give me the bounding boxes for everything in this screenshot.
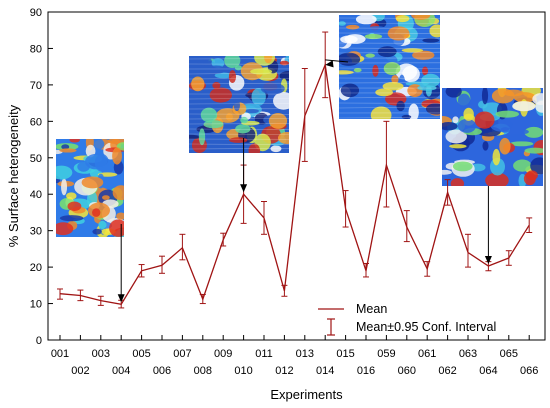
inset-arrows	[117, 59, 492, 303]
y-tick-label: 80	[30, 43, 42, 55]
x-tick-label: 012	[275, 365, 293, 377]
x-tick-label: 007	[173, 348, 191, 360]
arrow-head	[325, 60, 334, 68]
arrow-shaft	[325, 59, 349, 63]
x-tick-label: 064	[479, 365, 497, 377]
heatmap-inset-004	[56, 139, 124, 237]
x-tick-label: 011	[255, 348, 273, 360]
y-tick-label: 90	[30, 7, 42, 19]
x-tick-label: 060	[398, 365, 416, 377]
x-tick-label: 014	[316, 365, 334, 377]
x-tick-label: 015	[336, 348, 354, 360]
x-axis: 0010020030040050060070080090100110120130…	[51, 335, 538, 377]
legend: Mean Mean±0.95 Conf. Interval	[318, 302, 496, 336]
arrow-head	[117, 294, 125, 303]
heatmap-texture	[189, 56, 289, 153]
y-tick-label: 10	[30, 299, 42, 311]
heatmap-insets	[56, 15, 543, 237]
x-tick-label: 010	[234, 365, 252, 377]
x-tick-label: 066	[520, 365, 538, 377]
x-tick-label: 063	[459, 348, 477, 360]
x-tick-label: 008	[194, 365, 212, 377]
legend-mean-label: Mean	[356, 302, 387, 316]
x-tick-label: 006	[153, 365, 171, 377]
y-axis: 0 10 20 30 40 50 60 70 80 90	[30, 7, 53, 347]
y-tick-label: 60	[30, 116, 42, 128]
plot-frame	[47, 11, 546, 341]
y-tick-label: 50	[30, 153, 42, 165]
heatmap-inset-064	[442, 88, 543, 186]
plot-area	[47, 11, 546, 341]
heatmap-texture	[339, 15, 440, 119]
arrow-head	[240, 184, 248, 193]
x-tick-label: 065	[500, 348, 518, 360]
y-tick-label: 0	[36, 335, 42, 347]
y-axis-title: % Surface heterogeneity	[6, 104, 21, 247]
x-axis-title: Experiments	[270, 387, 343, 402]
x-tick-label: 059	[377, 348, 395, 360]
heatmap-inset-014	[339, 15, 440, 119]
x-tick-label: 016	[357, 365, 375, 377]
x-tick-label: 001	[51, 348, 69, 360]
heatmap-texture	[56, 139, 124, 237]
y-tick-label: 40	[30, 189, 42, 201]
legend-ci-label: Mean±0.95 Conf. Interval	[356, 320, 496, 334]
x-tick-label: 062	[438, 365, 456, 377]
heatmap-inset-010	[189, 56, 289, 153]
x-tick-label: 002	[71, 365, 89, 377]
y-tick-label: 20	[30, 262, 42, 274]
legend-ci-symbol	[327, 318, 335, 336]
y-tick-label: 30	[30, 226, 42, 238]
x-tick-label: 013	[296, 348, 314, 360]
x-tick-label: 009	[214, 348, 232, 360]
x-tick-label: 061	[418, 348, 436, 360]
mean-line	[59, 62, 530, 306]
x-tick-label: 003	[92, 348, 110, 360]
arrow-head	[484, 256, 492, 265]
x-tick-label: 005	[132, 348, 150, 360]
heatmap-texture	[442, 88, 543, 186]
y-tick-label: 70	[30, 80, 42, 92]
x-tick-label: 004	[112, 365, 130, 377]
